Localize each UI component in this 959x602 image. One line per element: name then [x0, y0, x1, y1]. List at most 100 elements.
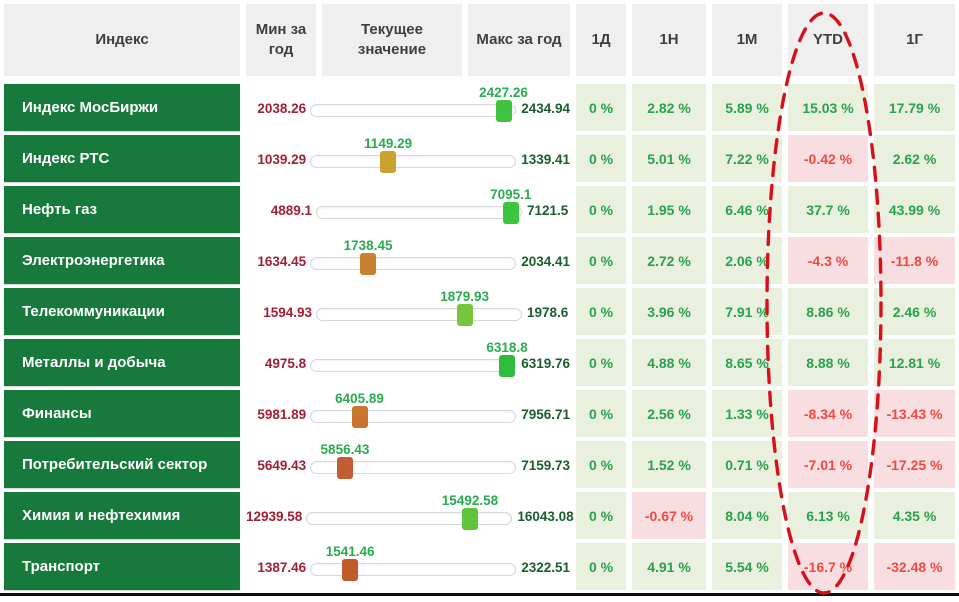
col-header-1m: 1М [712, 4, 782, 76]
current-value: 7095.1 [490, 187, 532, 202]
min-value: 4975.8 [264, 356, 307, 371]
index-name: Индекс РТС [22, 150, 110, 167]
pct-1y-cell: 2.46 % [874, 288, 955, 335]
pct-1w-cell: 1.95 % [632, 186, 706, 233]
current-value: 2427.26 [479, 85, 528, 100]
value-slider[interactable] [310, 406, 517, 428]
index-label[interactable]: Электроэнергетика [4, 237, 240, 284]
max-value: 1978.6 [527, 305, 569, 320]
table-header: Индекс Мин за год Текущее значение Макс … [4, 4, 959, 76]
header-range-group: Мин за год Текущее значение Макс за год [246, 4, 570, 76]
table-row: Нефть газ 4889.1 7095.1 7121.5 0 % 1.95 … [4, 186, 959, 233]
table-row: Потребительский сектор 5649.43 5856.43 7… [4, 441, 959, 488]
pct-1y-cell: 12.81 % [874, 339, 955, 386]
slider-wrap: 5856.43 [310, 441, 517, 488]
pct-1d-cell: 0 % [576, 135, 626, 182]
value-slider[interactable] [316, 202, 522, 224]
pct-1y-cell: 17.79 % [874, 84, 955, 131]
min-value: 4889.1 [270, 203, 312, 218]
max-value: 2034.41 [521, 254, 570, 269]
value-range: 1039.29 1149.29 1339.41 [246, 135, 570, 182]
pct-ytd-cell: 8.86 % [788, 288, 868, 335]
index-label[interactable]: Потребительский сектор [4, 441, 240, 488]
slider-wrap: 1879.93 [316, 288, 522, 335]
pct-1m-cell: 0.71 % [712, 441, 782, 488]
current-value: 15492.58 [441, 493, 499, 508]
slider-wrap: 2427.26 [310, 84, 528, 131]
slider-wrap: 6405.89 [310, 390, 517, 437]
col-header-min-year: Мин за год [246, 4, 316, 76]
slider-handle[interactable] [499, 355, 516, 377]
slider-wrap: 1541.46 [310, 543, 517, 590]
max-value: 2434.94 [521, 101, 570, 116]
table-row: Индекс МосБиржи 2038.26 2427.26 2434.94 … [4, 84, 959, 131]
slider-handle[interactable] [456, 304, 473, 326]
index-name: Телекоммуникации [22, 303, 165, 320]
pct-1m-cell: 5.54 % [712, 543, 782, 590]
current-value: 1149.29 [364, 136, 413, 151]
min-value: 1594.93 [263, 305, 312, 320]
index-label[interactable]: Индекс РТС [4, 135, 240, 182]
value-range: 2038.26 2427.26 2434.94 [246, 84, 570, 131]
max-value: 7121.5 [527, 203, 569, 218]
index-label[interactable]: Финансы [4, 390, 240, 437]
pct-1m-cell: 2.06 % [712, 237, 782, 284]
index-label[interactable]: Нефть газ [4, 186, 240, 233]
min-value: 1634.45 [257, 254, 307, 269]
value-slider[interactable] [310, 151, 517, 173]
max-value: 7956.71 [521, 407, 570, 422]
pct-ytd-cell: -16.7 % [788, 543, 868, 590]
slider-handle[interactable] [502, 202, 519, 224]
col-header-ytd: YTD [788, 4, 868, 76]
value-range: 4975.8 6318.8 6319.76 [246, 339, 570, 386]
col-header-1y: 1Г [874, 4, 955, 76]
slider-handle[interactable] [380, 151, 397, 173]
pct-1y-cell: -11.8 % [874, 237, 955, 284]
pct-1m-cell: 6.46 % [712, 186, 782, 233]
max-value: 2322.51 [521, 560, 570, 575]
pct-ytd-cell: -7.01 % [788, 441, 868, 488]
pct-ytd-cell: -8.34 % [788, 390, 868, 437]
current-value: 6318.8 [486, 340, 528, 355]
value-slider[interactable] [310, 457, 517, 479]
index-label[interactable]: Химия и нефтехимия [4, 492, 240, 539]
value-slider[interactable] [310, 253, 517, 275]
col-header-current-value: Текущее значение [322, 4, 462, 76]
value-range: 1594.93 1879.93 1978.6 [246, 288, 570, 335]
min-value: 5981.89 [257, 407, 307, 422]
value-slider[interactable] [310, 559, 517, 581]
bottom-divider [0, 593, 959, 596]
slider-handle[interactable] [360, 253, 377, 275]
slider-handle[interactable] [336, 457, 353, 479]
slider-wrap: 15492.58 [306, 492, 513, 539]
pct-1y-cell: -32.48 % [874, 543, 955, 590]
value-slider[interactable] [310, 100, 517, 122]
slider-handle[interactable] [461, 508, 478, 530]
index-label[interactable]: Металлы и добыча [4, 339, 240, 386]
pct-1d-cell: 0 % [576, 288, 626, 335]
pct-1m-cell: 8.65 % [712, 339, 782, 386]
value-slider[interactable] [316, 304, 522, 326]
value-range: 5981.89 6405.89 7956.71 [246, 390, 570, 437]
table-row: Индекс РТС 1039.29 1149.29 1339.41 0 % 5… [4, 135, 959, 182]
current-value: 5856.43 [320, 442, 370, 457]
table-row: Металлы и добыча 4975.8 6318.8 6319.76 0… [4, 339, 959, 386]
index-label[interactable]: Индекс МосБиржи [4, 84, 240, 131]
table-row: Химия и нефтехимия 12939.58 15492.58 160… [4, 492, 959, 539]
index-label[interactable]: Транспорт [4, 543, 240, 590]
slider-wrap: 6318.8 [310, 339, 528, 386]
pct-1m-cell: 1.33 % [712, 390, 782, 437]
index-name: Индекс МосБиржи [22, 99, 159, 116]
pct-1d-cell: 0 % [576, 237, 626, 284]
index-name: Финансы [22, 405, 92, 422]
index-label[interactable]: Телекоммуникации [4, 288, 240, 335]
slider-handle[interactable] [342, 559, 359, 581]
table-row: Финансы 5981.89 6405.89 7956.71 0 % 2.56… [4, 390, 959, 437]
slider-handle[interactable] [495, 100, 512, 122]
pct-1y-cell: -13.43 % [874, 390, 955, 437]
value-range: 1634.45 1738.45 2034.41 [246, 237, 570, 284]
value-slider[interactable] [310, 355, 517, 377]
pct-1w-cell: 1.52 % [632, 441, 706, 488]
slider-handle[interactable] [351, 406, 368, 428]
value-slider[interactable] [306, 508, 513, 530]
